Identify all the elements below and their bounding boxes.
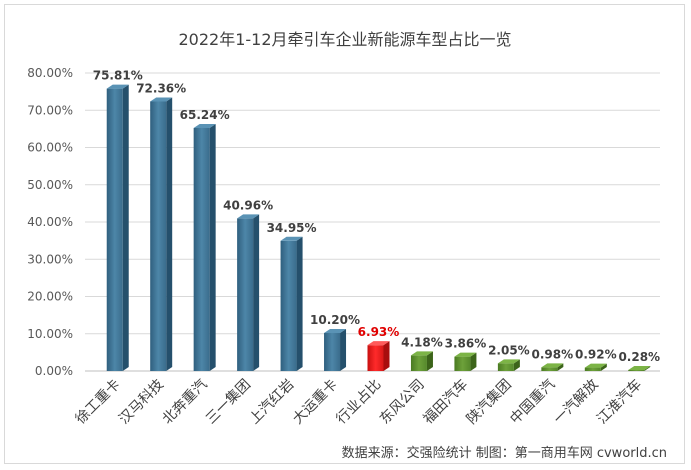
y-tick-label: 50.00% [27, 178, 73, 192]
y-tick-label: 70.00% [27, 103, 73, 117]
bar-side [557, 363, 564, 371]
data-label: 0.92% [575, 348, 617, 362]
chart-frame: 2022年1-12月牵引车企业新能源车型占比一览 0.00% 10.00% 20.0… [4, 4, 685, 464]
bar-top [541, 363, 564, 368]
bar-top [150, 97, 173, 102]
bar [410, 351, 433, 371]
bar [497, 359, 520, 371]
data-label: 65.24% [180, 108, 230, 122]
data-label: 40.96% [223, 198, 273, 212]
bar [106, 84, 129, 371]
y-tick-label: 30.00% [27, 252, 73, 266]
y-tick-label: 10.00% [27, 327, 73, 341]
x-tick-label: 汉马科技 [116, 377, 167, 428]
y-tick-label: 20.00% [27, 290, 73, 304]
bar-top [237, 214, 260, 219]
bar-top [106, 84, 129, 89]
bar-front [280, 240, 297, 371]
bar [237, 214, 260, 371]
data-label: 4.18% [401, 335, 443, 349]
x-tick-label: 三一集团 [202, 376, 254, 428]
bar-side [253, 214, 260, 371]
bar-front [324, 333, 341, 371]
bar [628, 365, 651, 371]
y-tick-label: 80.00% [27, 66, 73, 80]
x-tick-label: 陕汽集团 [463, 376, 515, 428]
x-tick-label: 一汽解放 [551, 377, 602, 428]
y-tick-label: 60.00% [27, 141, 73, 155]
bar-top [367, 341, 390, 346]
bar-front [193, 127, 210, 371]
bar [541, 363, 564, 371]
bar-side [426, 351, 433, 371]
bar [584, 363, 607, 371]
data-label: 72.36% [136, 81, 186, 95]
bars [106, 84, 651, 372]
bar-front [541, 367, 558, 371]
source-note: 数据来源：交强险统计 制图：第一商用车网 cvworld.cn [342, 445, 667, 461]
bar-top [628, 365, 651, 370]
bar-top [497, 359, 520, 364]
bar-top [584, 363, 607, 368]
data-label: 75.81% [93, 69, 143, 83]
bar-side [166, 97, 173, 372]
chart-title: 2022年1-12月牵引车企业新能源车型占比一览 [178, 30, 511, 49]
bar-chart: 2022年1-12月牵引车企业新能源车型占比一览 0.00% 10.00% 20.0… [27, 30, 667, 461]
x-tick-label: 徐工重卡 [73, 377, 124, 428]
x-tick-label: 福田汽车 [420, 376, 472, 428]
bar-top [454, 352, 477, 357]
data-label: 0.28% [618, 350, 660, 364]
data-label: 2.05% [488, 343, 530, 357]
bar-front [367, 345, 384, 371]
bar [150, 97, 173, 372]
bar [193, 123, 216, 371]
bar-top [324, 329, 347, 334]
x-tick-label: 北奔重汽 [160, 377, 211, 428]
x-tick-label: 江淮汽车 [593, 376, 645, 428]
bar-side [600, 363, 607, 371]
bar-front [584, 367, 601, 371]
x-tick-label: 东风公司 [377, 377, 428, 428]
x-tick-label: 行业占比 [333, 377, 384, 428]
bar-side [296, 236, 303, 371]
bar [454, 352, 477, 371]
bar [324, 329, 347, 371]
data-label: 6.93% [358, 325, 400, 339]
bar-side [470, 352, 477, 371]
y-tick-label: 0.00% [35, 364, 73, 378]
bar-side [209, 123, 216, 371]
bar-top [280, 236, 303, 241]
bar-front [628, 369, 645, 371]
data-label: 10.20% [310, 313, 360, 327]
gridlines [85, 72, 660, 372]
bar-front [454, 356, 471, 371]
bar [280, 236, 303, 371]
data-labels: 75.81%72.36% 65.24% 40.96% 34.95% 10.20%6.93… [93, 69, 660, 364]
data-label: 0.98% [532, 347, 574, 361]
y-axis-ticks: 0.00% 10.00% 20.00% 30.00% 40.00% 50.00% 60.00… [27, 66, 73, 378]
x-tick-label: 上汽红岩 [246, 377, 297, 428]
bar [367, 341, 390, 371]
data-label: 3.86% [445, 337, 487, 351]
data-label: 34.95% [267, 221, 317, 235]
y-tick-label: 40.00% [27, 215, 73, 229]
bar-front [106, 88, 123, 371]
bar-front [237, 218, 254, 371]
x-axis-ticks: 徐工重卡汉马科技北奔重汽三一集团上汽红岩大运重卡行业占比东风公司福田汽车陕汽集团… [73, 376, 645, 428]
bar-side [340, 329, 347, 371]
bar-side [644, 365, 651, 371]
bar-top [193, 123, 216, 128]
x-tick-label: 大运重卡 [290, 377, 341, 428]
bar-side [513, 359, 520, 371]
bar-top [410, 351, 433, 356]
x-tick-label: 中国重汽 [507, 377, 558, 428]
bar-front [410, 355, 427, 371]
bar-side [383, 341, 390, 371]
bar-front [497, 363, 514, 371]
bar-side [122, 84, 129, 371]
bar-front [150, 101, 167, 372]
